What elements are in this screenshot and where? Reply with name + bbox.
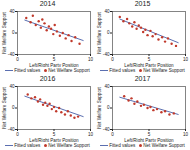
svg-text:-40: -40 bbox=[8, 127, 15, 132]
svg-text:40: 40 bbox=[104, 9, 110, 14]
svg-text:-40: -40 bbox=[8, 52, 15, 57]
svg-text:5: 5 bbox=[148, 132, 151, 137]
svg-text:10: 10 bbox=[88, 57, 94, 62]
html-text:Fitted values: Fitted values bbox=[14, 143, 41, 148]
svg-text:10: 10 bbox=[88, 132, 94, 137]
svg-text:Net Welfare Support: Net Welfare Support bbox=[2, 12, 7, 54]
svg-text:Net Welfare Support: Net Welfare Support bbox=[2, 87, 7, 129]
html-text:Fitted values: Fitted values bbox=[109, 143, 136, 148]
svg-text:-40: -40 bbox=[103, 127, 110, 132]
html-text:Fitted values: Fitted values bbox=[109, 68, 136, 73]
svg-text:Left/Right Party Position: Left/Right Party Position bbox=[124, 63, 174, 68]
html-text:2014: 2014 bbox=[39, 0, 56, 7]
html-text:Net Welfare Support: Net Welfare Support bbox=[48, 68, 90, 73]
svg-text:0: 0 bbox=[111, 57, 114, 62]
svg-text:0: 0 bbox=[12, 30, 15, 35]
svg-text:40: 40 bbox=[104, 84, 110, 89]
svg-text:0: 0 bbox=[16, 57, 19, 62]
html-text:Net Welfare Support: Net Welfare Support bbox=[143, 68, 185, 73]
svg-text:-40: -40 bbox=[103, 52, 110, 57]
svg-text:40: 40 bbox=[9, 9, 15, 14]
svg-text:10: 10 bbox=[183, 132, 189, 137]
html-text:2016: 2016 bbox=[39, 75, 56, 82]
svg-text:0: 0 bbox=[111, 132, 114, 137]
svg-text:0: 0 bbox=[107, 105, 110, 110]
svg-text:0: 0 bbox=[12, 105, 15, 110]
svg-text:Left/Right Party Position: Left/Right Party Position bbox=[124, 138, 174, 143]
html-text:2017: 2017 bbox=[134, 75, 151, 82]
svg-text:5: 5 bbox=[53, 57, 56, 62]
svg-text:Net Welfare Support: Net Welfare Support bbox=[97, 12, 102, 54]
svg-text:0: 0 bbox=[16, 132, 19, 137]
svg-text:Left/Right Party Position: Left/Right Party Position bbox=[29, 63, 79, 68]
svg-text:0: 0 bbox=[107, 30, 110, 35]
svg-text:Net Welfare Support: Net Welfare Support bbox=[97, 87, 102, 129]
svg-text:Left/Right Party Position: Left/Right Party Position bbox=[29, 138, 79, 143]
svg-text:5: 5 bbox=[53, 132, 56, 137]
html-text:Net Welfare Support: Net Welfare Support bbox=[48, 143, 90, 148]
svg-text:5: 5 bbox=[148, 57, 151, 62]
html-text:2015: 2015 bbox=[134, 0, 151, 7]
svg-text:10: 10 bbox=[183, 57, 189, 62]
html-text:Fitted values: Fitted values bbox=[14, 68, 41, 73]
svg-text:40: 40 bbox=[9, 84, 15, 89]
html-text:Net Welfare Support: Net Welfare Support bbox=[143, 143, 185, 148]
